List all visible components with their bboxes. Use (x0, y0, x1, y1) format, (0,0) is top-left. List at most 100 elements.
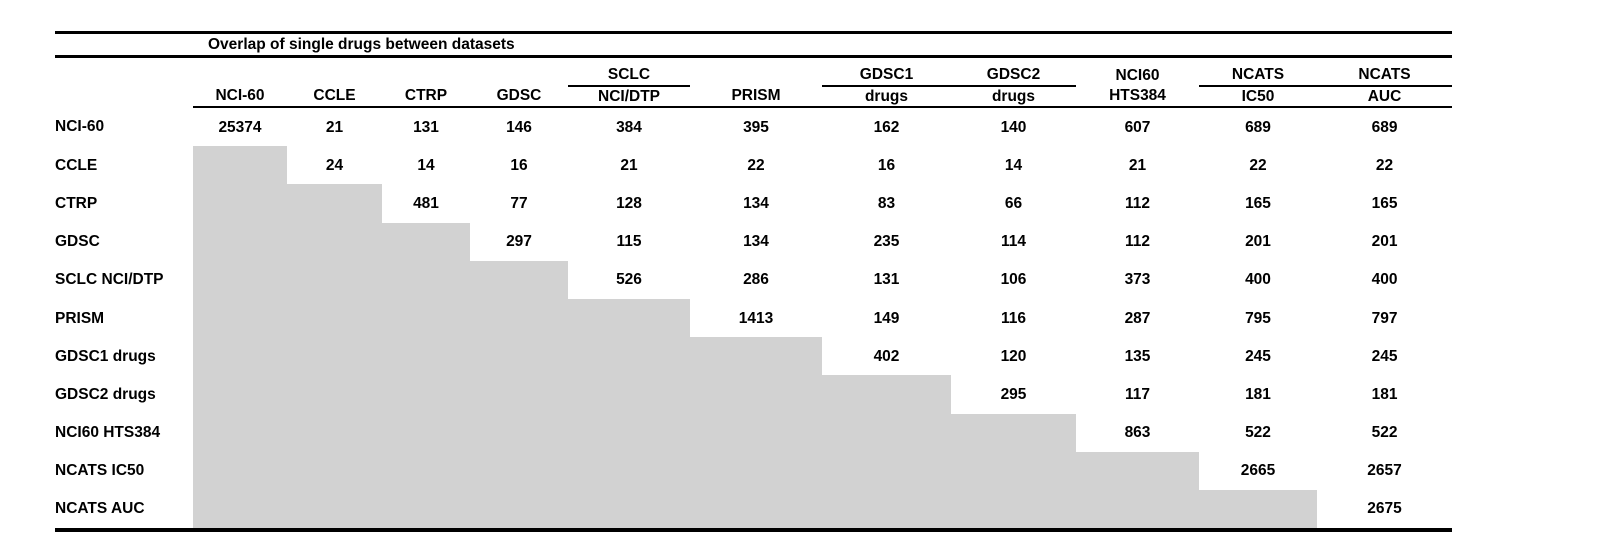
gray-cell (822, 413, 951, 452)
column-group-header: NCI60 (1115, 66, 1160, 84)
gray-cell (193, 222, 287, 261)
gray-cell (822, 451, 951, 490)
column-group-header: NCATS (1317, 56, 1453, 87)
gray-cell (568, 489, 690, 533)
gray-cell (951, 413, 1076, 452)
column-group-header: GDSC2 (951, 56, 1076, 87)
column-header: drugs (822, 86, 951, 108)
value-cell: 245 (1245, 347, 1271, 365)
value-cell: 689 (1245, 118, 1271, 136)
value-cell: 120 (1000, 347, 1027, 365)
table-row: NCATS AUC 2675 (55, 489, 1453, 533)
column-header: NCI/DTP (568, 86, 690, 108)
gray-cell (193, 298, 287, 338)
value-cell: 522 (1371, 424, 1398, 442)
value-cell: 395 (743, 118, 769, 136)
row-label: PRISM (55, 309, 105, 327)
value-cell: 2665 (1240, 462, 1276, 480)
gray-cell (382, 451, 470, 490)
gray-cell (382, 375, 470, 414)
gray-cell (193, 451, 287, 490)
table-row: GDSC 297 115 134 235 114 112 201 201 (55, 222, 1452, 261)
row-label: GDSC (55, 233, 100, 251)
value-cell: 66 (1004, 194, 1023, 212)
gray-cell (193, 184, 287, 223)
value-cell: 165 (1245, 194, 1271, 212)
gray-cell (568, 337, 690, 376)
value-cell: 21 (1128, 156, 1147, 174)
gray-cell (470, 260, 568, 299)
gray-cell (470, 413, 568, 452)
column-group-header: SCLC (568, 56, 690, 87)
gray-cell (568, 451, 690, 490)
table-row: GDSC1 drugs 402 120 135 245 245 (55, 337, 1452, 376)
gray-cell (690, 489, 822, 533)
value-cell: 162 (873, 118, 900, 136)
value-cell: 24 (325, 156, 344, 174)
value-cell: 287 (1124, 309, 1151, 327)
gray-cell (287, 451, 382, 490)
value-cell: 117 (1124, 385, 1150, 403)
gray-cell (287, 260, 382, 299)
gray-cell (951, 451, 1076, 490)
table-row: GDSC2 drugs 295 117 181 181 (55, 375, 1452, 414)
value-cell: 295 (1000, 385, 1027, 403)
value-cell: 2657 (1367, 462, 1402, 480)
value-cell: 14 (1004, 156, 1023, 174)
table-row: NCATS IC50 2665 2657 (55, 451, 1452, 490)
gray-cell (1199, 489, 1317, 533)
gray-cell (568, 298, 690, 338)
value-cell: 607 (1124, 118, 1151, 136)
row-label: NCATS AUC (55, 489, 193, 533)
value-cell: 83 (877, 194, 896, 212)
value-cell: 22 (1249, 156, 1267, 174)
column-header: CCLE (287, 86, 382, 108)
gray-cell (951, 489, 1076, 533)
value-cell: 245 (1371, 347, 1398, 365)
gray-cell (287, 184, 382, 223)
gray-cell (822, 375, 951, 414)
value-cell: 112 (1124, 194, 1150, 212)
value-cell: 16 (877, 156, 896, 174)
value-cell: 16 (510, 156, 528, 174)
value-cell: 181 (1245, 385, 1271, 403)
value-cell: 400 (1371, 271, 1398, 289)
value-cell: 1413 (738, 309, 774, 327)
gray-cell (382, 260, 470, 299)
value-cell: 165 (1371, 194, 1398, 212)
row-label: SCLC NCI/DTP (55, 271, 164, 289)
gray-cell (568, 413, 690, 452)
gray-cell (1076, 489, 1199, 533)
value-cell: 135 (1124, 347, 1151, 365)
value-cell: 181 (1371, 385, 1398, 403)
value-cell: 21 (620, 156, 638, 174)
column-header-empty (55, 86, 193, 107)
column-header: HTS384 (1076, 86, 1199, 108)
value-cell: 863 (1124, 424, 1151, 442)
value-cell: 22 (1375, 156, 1394, 174)
column-group-header-empty (287, 57, 382, 87)
value-cell: 286 (743, 271, 769, 289)
gray-cell (287, 375, 382, 414)
column-header: PRISM (690, 86, 822, 108)
gray-cell (690, 413, 822, 452)
column-group-header-empty (55, 57, 193, 87)
value-cell: 106 (1000, 271, 1027, 289)
column-header: IC50 (1199, 86, 1317, 108)
value-cell: 201 (1371, 233, 1398, 251)
table-row: CCLE 24 14 16 21 22 16 14 21 22 22 (55, 146, 1452, 185)
value-cell: 373 (1124, 271, 1151, 289)
value-cell: 114 (1000, 233, 1026, 251)
gray-cell (193, 375, 287, 414)
gray-cell (287, 222, 382, 261)
column-header: drugs (951, 86, 1076, 108)
gray-cell (193, 489, 287, 533)
gray-cell (193, 146, 287, 185)
header-group-row: SCLC GDSC1 GDSC2 NCI60 NCATS NCATS (55, 56, 1453, 87)
value-cell: 22 (747, 156, 765, 174)
value-cell: 797 (1371, 309, 1398, 327)
table-title: Overlap of single drugs between datasets (55, 31, 1453, 58)
table-row: SCLC NCI/DTP 526 286 131 106 373 400 400 (55, 260, 1452, 299)
gray-cell (470, 337, 568, 376)
value-cell: 134 (743, 194, 769, 212)
